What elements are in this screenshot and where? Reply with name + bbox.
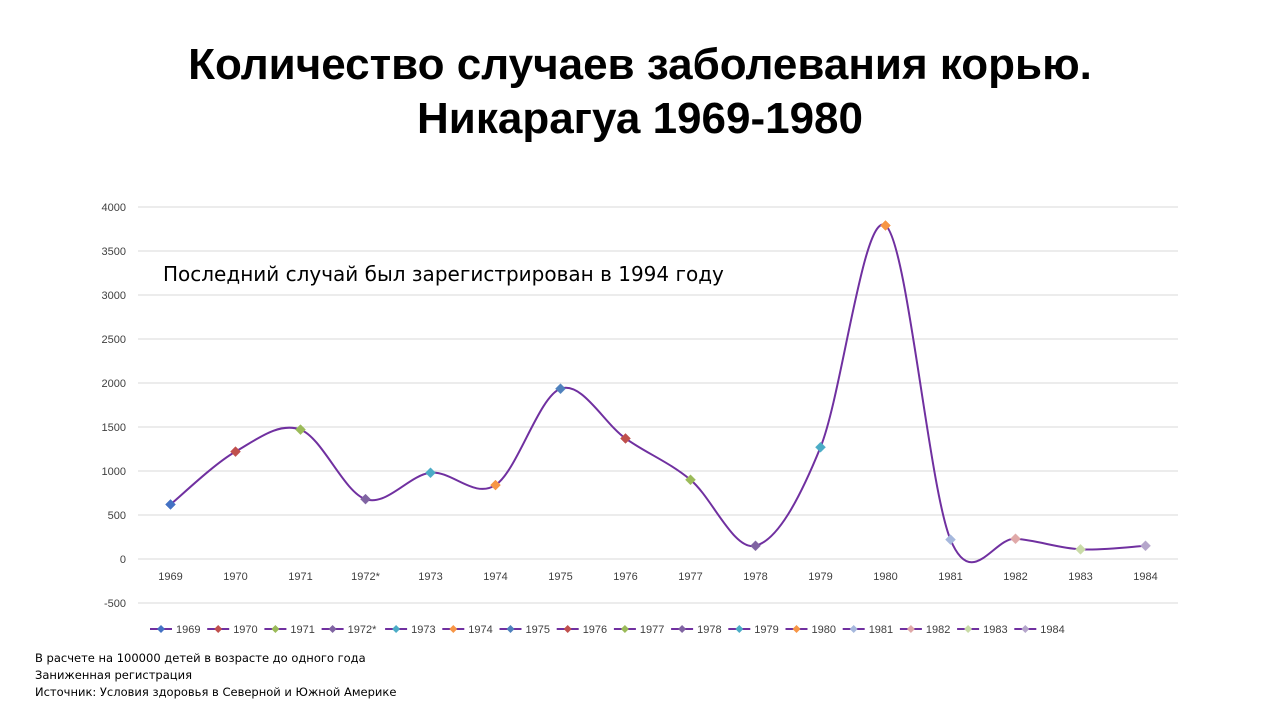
legend-item-1983: 1983 — [957, 624, 1008, 636]
data-point-1971 — [295, 424, 306, 435]
y-tick-label: 1500 — [102, 422, 126, 434]
svg-text:1972*: 1972* — [348, 624, 377, 636]
y-tick-label: 500 — [108, 510, 126, 522]
legend-item-1972: 1972* — [321, 624, 377, 636]
x-tick-label: 1969 — [158, 571, 182, 583]
legend-item-1982: 1982 — [899, 624, 950, 636]
data-point-1973 — [425, 467, 436, 479]
data-point-1972 — [360, 493, 371, 505]
svg-text:1981: 1981 — [869, 624, 893, 636]
legend-item-1970: 1970 — [207, 624, 258, 636]
svg-text:1978: 1978 — [697, 624, 721, 636]
x-tick-label: 1973 — [418, 571, 442, 583]
x-tick-label: 1976 — [613, 571, 637, 583]
data-point-1980 — [880, 220, 891, 231]
svg-text:1975: 1975 — [526, 624, 550, 636]
data-point-1978 — [750, 540, 761, 552]
legend-item-1976: 1976 — [556, 624, 607, 636]
data-point-1976 — [620, 433, 631, 444]
footnote-3: Источник: Условия здоровья в Северной и … — [35, 685, 397, 699]
svg-text:1969: 1969 — [176, 624, 200, 636]
x-tick-label: 1970 — [223, 571, 247, 583]
x-tick-label: 1972* — [351, 571, 380, 583]
x-tick-label: 1978 — [743, 571, 767, 583]
x-tick-label: 1979 — [808, 571, 832, 583]
svg-text:1974: 1974 — [468, 624, 492, 636]
legend-item-1969: 1969 — [150, 624, 200, 636]
x-tick-label: 1983 — [1068, 571, 1092, 583]
legend-item-1978: 1978 — [671, 624, 722, 636]
svg-text:1970: 1970 — [233, 624, 257, 636]
x-tick-label: 1982 — [1003, 571, 1027, 583]
data-point-1975 — [555, 383, 566, 395]
legend-item-1984: 1984 — [1014, 624, 1065, 636]
svg-text:1984: 1984 — [1040, 624, 1064, 636]
legend-item-1971: 1971 — [264, 624, 315, 636]
chart-annotation: Последний случай был зарегистрирован в 1… — [163, 262, 724, 286]
svg-text:1973: 1973 — [411, 624, 435, 636]
footnote-1: В расчете на 100000 детей в возрасте до … — [35, 651, 366, 665]
x-tick-label: 1974 — [483, 571, 507, 583]
legend-item-1973: 1973 — [385, 624, 436, 636]
footnote-2: Заниженная регистрация — [35, 668, 192, 682]
y-tick-label: 1000 — [102, 466, 126, 478]
data-point-1979 — [815, 441, 826, 453]
legend-item-1981: 1981 — [842, 624, 893, 636]
footnotes: В расчете на 100000 детей в возрасте до … — [35, 650, 396, 701]
title-line-1: Количество случаев заболевания корью. — [188, 40, 1092, 89]
y-tick-label: 0 — [120, 554, 126, 566]
svg-text:1976: 1976 — [583, 624, 607, 636]
series-line — [169, 223, 1146, 564]
data-point-1981 — [945, 534, 956, 545]
x-tick-label: 1981 — [938, 571, 962, 583]
x-tick-label: 1975 — [548, 571, 572, 583]
data-point-1970 — [230, 446, 241, 457]
x-tick-label: 1980 — [873, 571, 897, 583]
legend-item-1979: 1979 — [728, 624, 779, 636]
data-point-1984 — [1140, 540, 1151, 552]
y-tick-label: 3500 — [102, 246, 126, 258]
y-tick-label: 4000 — [102, 202, 126, 214]
data-point-1982 — [1010, 533, 1021, 545]
data-point-1969 — [165, 499, 176, 510]
svg-text:1979: 1979 — [754, 624, 778, 636]
x-tick-label: 1971 — [288, 571, 312, 583]
data-point-1974 — [490, 479, 501, 491]
legend-item-1980: 1980 — [785, 624, 836, 636]
svg-text:1971: 1971 — [290, 624, 314, 636]
data-point-1983 — [1075, 543, 1086, 555]
svg-text:1982: 1982 — [926, 624, 950, 636]
y-tick-label: 2000 — [102, 378, 126, 390]
title-line-2: Никарагуа 1969-1980 — [417, 94, 863, 143]
x-tick-label: 1977 — [678, 571, 702, 583]
data-point-1977 — [685, 474, 696, 486]
legend-item-1975: 1975 — [499, 624, 550, 636]
svg-text:1983: 1983 — [983, 624, 1007, 636]
y-tick-label: -500 — [104, 598, 126, 610]
y-tick-label: 2500 — [102, 334, 126, 346]
chart-title: Количество случаев заболевания корью. Ни… — [0, 38, 1280, 146]
svg-text:1977: 1977 — [640, 624, 664, 636]
legend-item-1977: 1977 — [613, 624, 664, 636]
x-tick-label: 1984 — [1133, 571, 1157, 583]
svg-text:1980: 1980 — [812, 624, 836, 636]
y-tick-label: 3000 — [102, 290, 126, 302]
legend-item-1974: 1974 — [442, 624, 493, 636]
